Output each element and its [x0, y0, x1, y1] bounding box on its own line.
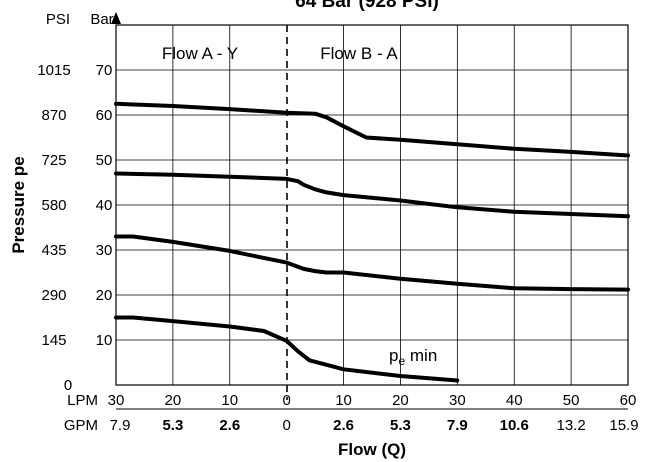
- y-tick-psi: 0: [64, 377, 72, 394]
- y-tick-bar: 50: [96, 152, 113, 169]
- y-tick-psi: 290: [41, 287, 66, 304]
- x-tick-lpm: 10: [335, 392, 352, 409]
- x-tick-lpm: 40: [506, 392, 523, 409]
- x-tick-lpm: 10: [221, 392, 238, 409]
- x-axis-label: Flow (Q): [338, 440, 406, 459]
- y-tick-bar: 70: [96, 62, 113, 79]
- x-tick-gpm: 13.2: [557, 417, 586, 434]
- x-tick-lpm: 30: [108, 392, 125, 409]
- y-tick-psi: 145: [41, 332, 66, 349]
- y-tick-psi: 725: [41, 152, 66, 169]
- x-ticks-gpm: 7.9 5.3 2.6 0 2.6 5.3 7.9 10.6 13.2 15.9: [110, 417, 639, 434]
- pe-min-base: p: [389, 346, 398, 365]
- series-line-2: [114, 171, 630, 219]
- y-ticks-psi: 1015 870 725 580 435 290 145 0: [37, 62, 72, 394]
- y-ticks-bar: 70 60 50 40 30 20 10: [96, 62, 113, 349]
- x-tick-gpm: 5.3: [390, 417, 411, 434]
- series-line-3: [114, 234, 630, 292]
- series-line-4: [114, 315, 460, 383]
- y-tick-psi: 1015: [37, 62, 70, 79]
- x-unit-gpm: GPM: [64, 417, 98, 434]
- pe-min-rest: min: [405, 346, 437, 365]
- x-tick-gpm: 2.6: [219, 417, 240, 434]
- plot-frame: [115, 24, 629, 386]
- x-tick-gpm: 7.9: [447, 417, 468, 434]
- x-ticks-lpm: 30 20 10 0 10 20 30 40 50 60: [108, 392, 637, 409]
- x-tick-gpm: 10.6: [500, 417, 529, 434]
- y-tick-psi: 580: [41, 197, 66, 214]
- region-label-a-y: Flow A - Y: [162, 44, 238, 63]
- x-tick-gpm: 2.6: [333, 417, 354, 434]
- y-unit-psi: PSI: [46, 11, 70, 28]
- x-tick-lpm: 50: [563, 392, 580, 409]
- x-tick-lpm: 30: [449, 392, 466, 409]
- x-tick-gpm: 7.9: [110, 417, 131, 434]
- y-tick-bar: 40: [96, 197, 113, 214]
- x-tick-lpm: 20: [165, 392, 182, 409]
- chart-title: 64 Bar (928 PSI): [295, 0, 439, 12]
- x-tick-gpm: 15.9: [609, 417, 638, 434]
- series-group: [114, 101, 630, 383]
- x-unit-lpm: LPM: [67, 392, 98, 409]
- y-axis-label: Pressure pe: [9, 156, 28, 253]
- region-label-b-a: Flow B - A: [320, 44, 398, 63]
- y-axis-arrow: [111, 12, 121, 24]
- pe-min-annotation: pe min: [389, 346, 437, 368]
- y-tick-psi: 870: [41, 107, 66, 124]
- x-tick-lpm: 0: [282, 392, 290, 409]
- x-tick-gpm: 0: [282, 417, 290, 434]
- y-tick-bar: 30: [96, 242, 113, 259]
- pe-min-subscript: e: [398, 354, 405, 368]
- x-tick-gpm: 5.3: [162, 417, 183, 434]
- y-unit-bar: Bar: [90, 11, 113, 28]
- grid: [116, 25, 628, 385]
- y-tick-psi: 435: [41, 242, 66, 259]
- x-tick-lpm: 60: [620, 392, 637, 409]
- series-line-1: [114, 101, 630, 158]
- x-tick-lpm: 20: [392, 392, 409, 409]
- y-tick-bar: 60: [96, 107, 113, 124]
- y-tick-bar: 10: [96, 332, 113, 349]
- y-tick-bar: 20: [96, 287, 113, 304]
